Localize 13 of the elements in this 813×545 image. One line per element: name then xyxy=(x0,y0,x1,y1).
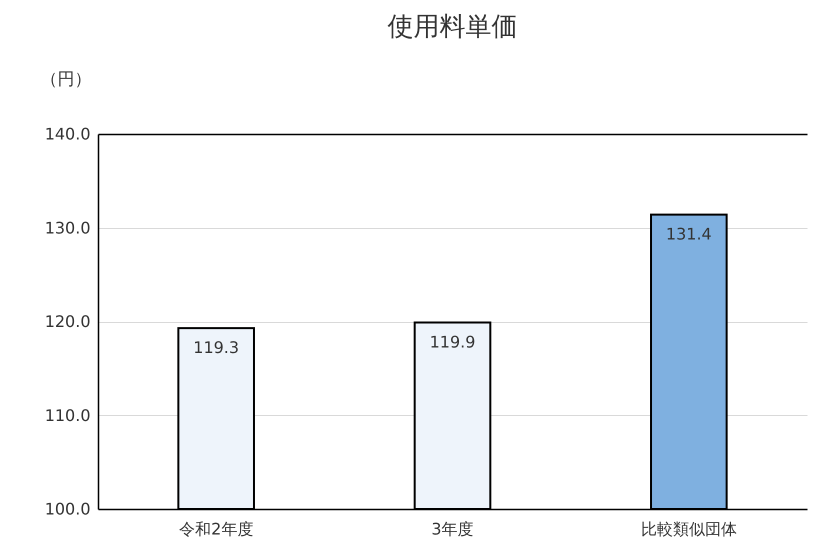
y-tick-label: 130.0 xyxy=(44,218,90,238)
data-label: 131.4 xyxy=(666,224,712,244)
y-tick-label: 140.0 xyxy=(44,124,90,144)
x-tick-label: 3年度 xyxy=(431,520,474,538)
y-tick-label: 100.0 xyxy=(44,500,90,518)
y-axis-title: （円） xyxy=(40,70,92,90)
x-tick-label: 令和2年度 xyxy=(179,520,254,538)
y-tick-label: 110.0 xyxy=(44,406,90,425)
y-tick-label: 120.0 xyxy=(44,312,90,331)
data-label: 119.3 xyxy=(193,338,240,358)
chart-title: 使用料単価 xyxy=(388,12,518,42)
x-tick-label: 比較類似団体 xyxy=(640,520,737,538)
data-label: 119.9 xyxy=(430,332,476,352)
